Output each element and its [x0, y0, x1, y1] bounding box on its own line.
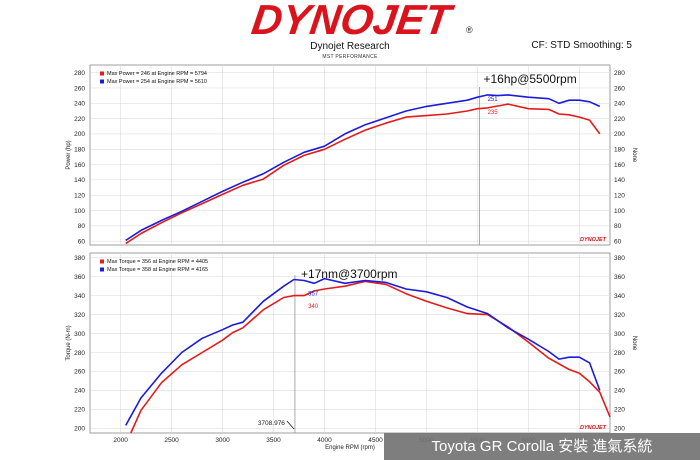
svg-text:®: ® [466, 25, 473, 35]
svg-text:DYNOJET: DYNOJET [249, 0, 457, 40]
y-tick-label: 340 [74, 293, 85, 300]
y-tick-label-right: 80 [614, 223, 622, 230]
chart-panel-2: 200 200 220 220 240 240 260 260 280 280 300 300 320 3… [66, 252, 637, 451]
peak-value-red: 340 [308, 304, 319, 310]
y-tick-label-right: 140 [614, 177, 625, 184]
y-tick-label: 80 [78, 223, 86, 230]
subtitle-secondary: MST PERFORMANCE [322, 54, 378, 60]
y-tick-label-right: 60 [614, 238, 622, 245]
legend-swatch [100, 267, 104, 272]
y-tick-label-right: 240 [614, 388, 625, 395]
x-tick-label: 2000 [113, 437, 128, 444]
x-tick-label: 4000 [317, 437, 332, 444]
y-tick-label: 100 [74, 208, 85, 215]
y-axis-title-right: None [631, 148, 637, 163]
cursor-rpm-label: 3708.976 [258, 420, 285, 427]
legend-entry: Max Power = 246 at Engine RPM = 5794 [107, 71, 207, 77]
y-tick-label-right: 280 [614, 350, 625, 357]
y-tick-label-right: 120 [614, 193, 625, 200]
y-tick-label: 320 [74, 312, 85, 319]
peak-value-blue: 251 [488, 97, 499, 103]
plot-brand-mark: DYNOJET [580, 237, 607, 243]
y-tick-label: 200 [74, 131, 85, 138]
y-tick-label-right: 180 [614, 147, 625, 154]
y-tick-label: 360 [74, 274, 85, 281]
y-tick-label-right: 220 [614, 116, 625, 123]
y-tick-label: 260 [74, 85, 85, 92]
y-axis-title-right: None [631, 336, 637, 351]
y-tick-label: 280 [74, 350, 85, 357]
y-tick-label: 120 [74, 193, 85, 200]
gain-annotation: +16hp@5500rpm [483, 72, 576, 86]
y-tick-label: 380 [74, 255, 85, 262]
y-tick-label: 280 [74, 70, 85, 77]
legend-entry: Max Torque = 356 at Engine RPM = 4405 [107, 259, 208, 265]
peak-value-red: 235 [488, 110, 499, 116]
y-tick-label-right: 380 [614, 255, 625, 262]
x-tick-label: 2500 [164, 437, 179, 444]
legend-entry: Max Power = 254 at Engine RPM = 5610 [107, 79, 207, 85]
subtitle: Dynojet Research [310, 41, 390, 52]
y-tick-label-right: 280 [614, 70, 625, 77]
y-tick-label: 200 [74, 426, 85, 433]
y-tick-label: 60 [78, 238, 86, 245]
y-tick-label-right: 220 [614, 407, 625, 414]
gain-annotation: +17nm@3700rpm [301, 267, 398, 281]
legend-swatch [100, 79, 104, 84]
y-tick-label-right: 360 [614, 274, 625, 281]
y-tick-label: 180 [74, 147, 85, 154]
y-tick-label: 240 [74, 388, 85, 395]
y-tick-label-right: 320 [614, 312, 625, 319]
series-line-blue [125, 277, 601, 426]
series-line-red [125, 103, 601, 245]
watermark-caption: Toyota GR Corolla 安裝 進氣系統 [384, 433, 700, 460]
legend-swatch [100, 259, 104, 264]
y-tick-label: 140 [74, 177, 85, 184]
y-axis-title: Power (hp) [66, 140, 72, 169]
y-tick-label: 260 [74, 369, 85, 376]
dyno-chart: 60 60 80 80 100 100 120 120 140 140 160 160 180 180 20… [66, 64, 637, 451]
y-tick-label-right: 260 [614, 369, 625, 376]
y-tick-label-right: 200 [614, 426, 625, 433]
series-line-blue [125, 94, 601, 242]
y-tick-label-right: 300 [614, 331, 625, 338]
legend-swatch [100, 71, 104, 76]
cursor-arrow [286, 420, 295, 430]
chart-panel-1: 60 60 80 80 100 100 120 120 140 140 160 160 180 180 20… [66, 64, 637, 245]
y-tick-label-right: 100 [614, 208, 625, 215]
y-axis-title: Torque (N-m) [66, 325, 72, 360]
correction-factor-info: CF: STD Smoothing: 5 [531, 40, 632, 51]
y-tick-label-right: 160 [614, 162, 625, 169]
x-tick-label: 3500 [266, 437, 281, 444]
x-axis-title: Engine RPM (rpm) [325, 445, 375, 451]
y-tick-label: 300 [74, 331, 85, 338]
legend: Max Torque = 356 at Engine RPM = 4405 Max… [100, 259, 208, 273]
y-tick-label: 220 [74, 407, 85, 414]
y-tick-label-right: 240 [614, 101, 625, 108]
x-tick-label: 4500 [368, 437, 383, 444]
series-line-red [130, 280, 611, 434]
y-tick-label: 240 [74, 101, 85, 108]
dynojet-logo: DYNOJET ® [249, 0, 473, 40]
plot-brand-mark: DYNOJET [580, 425, 607, 431]
x-tick-label: 3000 [215, 437, 230, 444]
legend-entry: Max Torque = 358 at Engine RPM = 4165 [107, 267, 208, 273]
y-tick-label-right: 200 [614, 131, 625, 138]
y-tick-label: 160 [74, 162, 85, 169]
legend: Max Power = 246 at Engine RPM = 5794 Max … [100, 71, 207, 85]
y-tick-label-right: 260 [614, 85, 625, 92]
y-tick-label: 220 [74, 116, 85, 123]
peak-value-blue: 357 [308, 292, 319, 298]
y-tick-label-right: 340 [614, 293, 625, 300]
